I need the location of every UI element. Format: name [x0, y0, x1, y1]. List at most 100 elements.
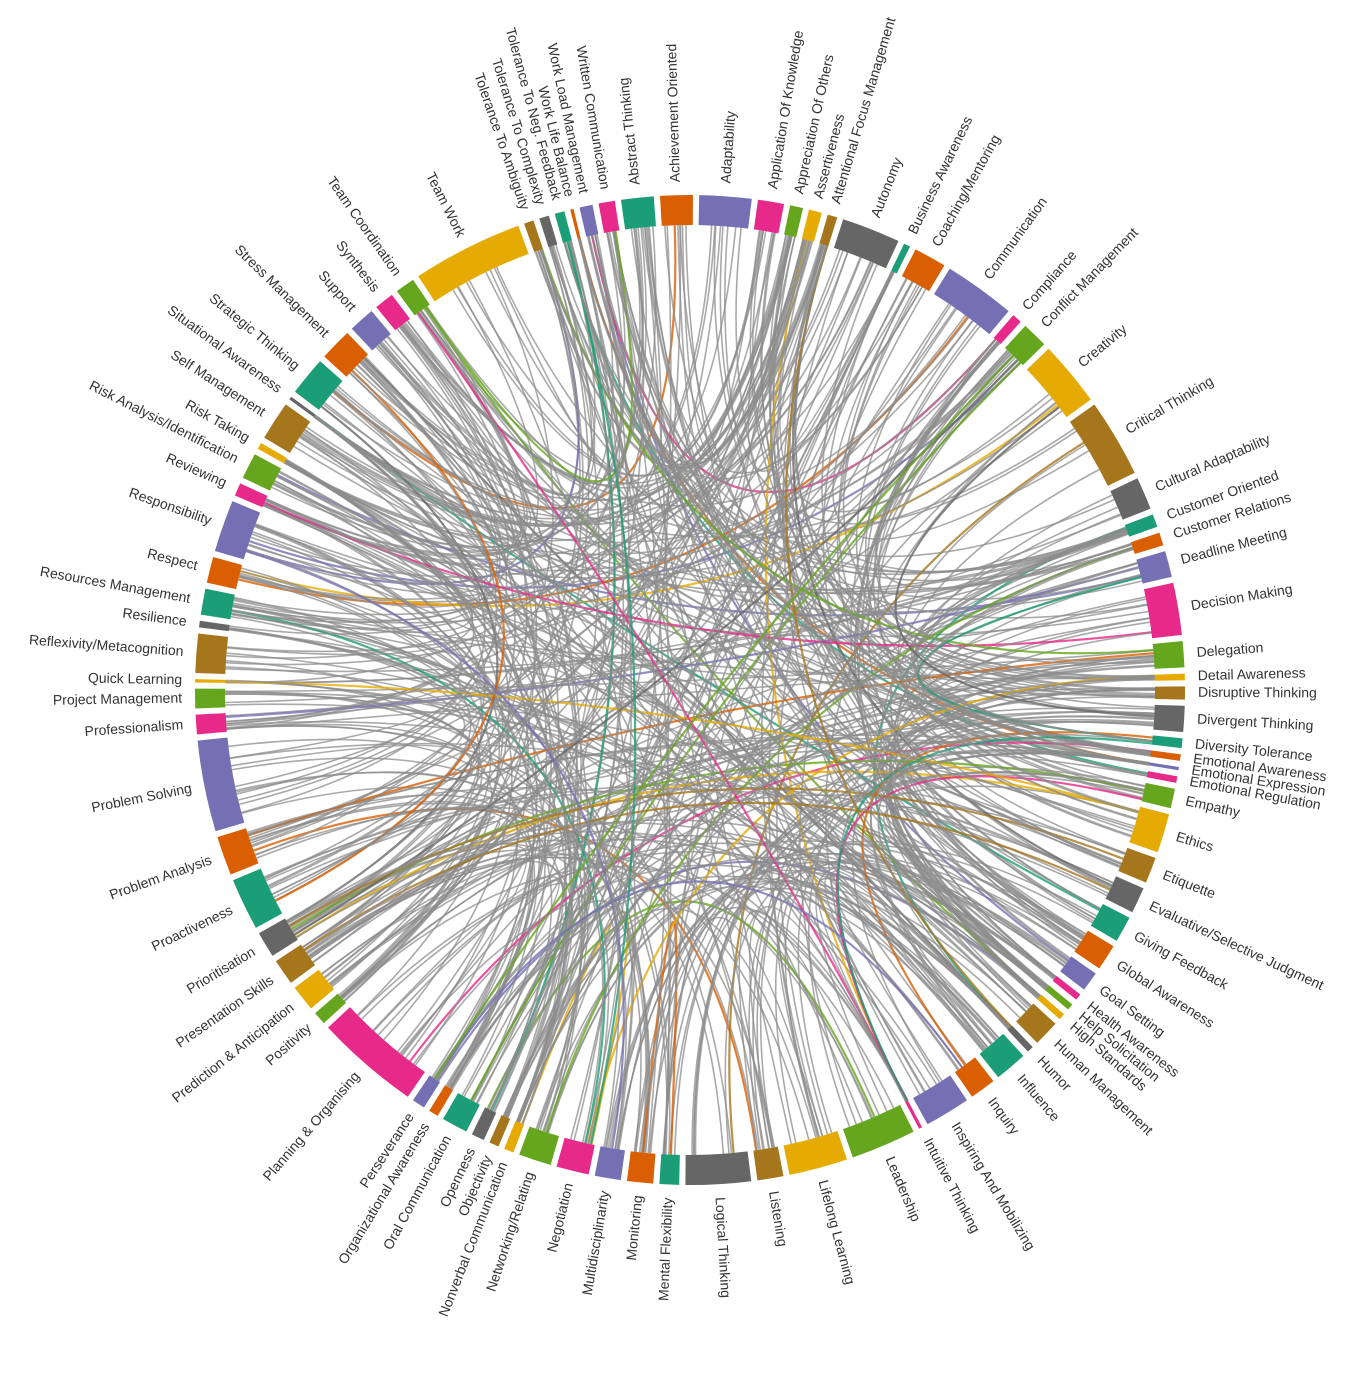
arc-nonverbal-communication — [504, 1121, 525, 1153]
arc-prioritisation — [258, 918, 298, 956]
ribbon-emotional-expression-to-perseverance — [432, 750, 1150, 1079]
label-adaptability: Adaptability — [717, 110, 738, 183]
ribbon-networking-relating-to-resources-management — [230, 615, 583, 1133]
arc-written-communication — [598, 200, 620, 234]
label-support: Support — [315, 267, 360, 314]
ribbon-presentation-skills-to-prediction-anticipation — [306, 828, 506, 987]
ribbon-appreciation-of-others-to-proactiveness — [273, 236, 793, 899]
ribbon-detail-awareness-to-application-of-knowledge — [760, 232, 1155, 677]
ribbon-mental-flexibility-to-appreciation-of-others — [662, 236, 796, 1155]
ribbon-emotional-awareness-to-etiquette — [911, 735, 1151, 869]
arc-inspiring-and-mobilizing — [913, 1075, 967, 1125]
arc-etiquette — [1118, 847, 1156, 883]
arc-leadership — [842, 1104, 914, 1158]
ribbon-help-solicitation-to-professionalism — [226, 721, 1047, 990]
ribbon-presentation-skills-to-prioritisation — [296, 815, 496, 948]
arc-critical-thinking — [1069, 404, 1135, 486]
ribbon-self-management-to-perseverance — [299, 435, 538, 1081]
ribbon-listening-to-goal-setting — [748, 861, 1065, 1150]
arc-emotional-regulation — [1146, 771, 1178, 783]
label-disruptive-thinking: Disruptive Thinking — [1198, 684, 1317, 701]
ribbon-attentional-focus-management-to-humor — [785, 245, 1012, 1028]
ribbon-networking-relating-to-support — [379, 342, 590, 1131]
ribbon-reflexivity-metacognition-to-communication — [226, 320, 974, 653]
ribbon-problem-solving-to-resources-management — [229, 612, 462, 759]
ribbon-presentation-skills-to-listening — [306, 856, 776, 1148]
label-inquiry: Inquiry — [985, 1094, 1023, 1137]
ribbon-tolerance-to-ambiguity-to-prioritisation — [286, 250, 581, 923]
label-detail-awareness: Detail Awareness — [1198, 664, 1306, 683]
ribbon-autonomy-to-perseverance — [435, 257, 862, 1081]
ribbon-giving-feedback-to-multidisciplinarity — [616, 840, 1097, 1150]
ribbon-organizational-awareness-to-influence — [449, 875, 997, 1089]
label-resilience: Resilience — [122, 604, 188, 628]
arc-problem-solving — [197, 737, 245, 832]
arc-creativity — [1026, 348, 1091, 418]
label-quick-learning: Quick Learning — [88, 670, 182, 688]
label-etiquette: Etiquette — [1161, 866, 1218, 901]
ribbon-emotional-awareness-to-application-of-knowledge — [761, 232, 1151, 756]
ribbon-deadline-meeting-to-oral-communication — [475, 562, 1138, 1104]
ribbon-support-to-emotional-awareness — [379, 342, 1151, 755]
arc-problem-analysis — [217, 828, 259, 875]
ribbon-work-life-balance-to-mental-flexibility — [577, 238, 671, 1155]
ribbon-monitoring-to-respect — [241, 567, 649, 1153]
ribbon-self-management-to-attentional-focus-management — [302, 243, 822, 528]
label-proactiveness: Proactiveness — [149, 902, 235, 954]
arc-giving-feedback — [1090, 903, 1130, 941]
ribbon-disruptive-thinking-to-application-of-knowledge — [749, 230, 1155, 695]
ribbon-quick-learning-to-planning-organising — [225, 679, 519, 1066]
arc-high-standards — [1037, 994, 1065, 1020]
label-reflexivity-metacognition: Reflexivity/Metacognition — [28, 631, 184, 658]
arc-positivity — [315, 993, 347, 1024]
ribbon-detail-awareness-to-negotiation — [586, 674, 1155, 1144]
ribbon-risk-taking-to-professionalism — [226, 461, 475, 723]
ribbon-listening-to-emotional-expression — [756, 752, 1150, 1149]
arc-customer-oriented — [1124, 514, 1158, 537]
ribbon-human-management-to-planning-organising — [357, 850, 1027, 1017]
label-evaluative-selective-judgment: Evaluative/Selective Judgment — [1147, 897, 1326, 993]
ribbon-critical-thinking-to-global-awareness — [889, 468, 1100, 939]
arc-assertiveness — [801, 209, 822, 242]
ribbon-project-management-to-presentation-skills — [225, 693, 483, 964]
ribbon-team-coordination-to-global-awareness — [417, 311, 1086, 937]
ribbon-communication-to-monitoring — [649, 308, 958, 1154]
arc-self-management — [264, 404, 311, 453]
ribbon-resources-management-to-negotiation — [231, 609, 606, 1144]
ribbon-ethics-to-coaching-mentoring — [837, 281, 1140, 813]
ribbon-proactiveness-to-emotional-regulation — [269, 749, 1148, 890]
ribbon-ethics-to-autonomy — [821, 263, 1139, 814]
ribbon-strategic-thinking-to-help-solicitation — [323, 401, 1049, 988]
arc-empathy — [1141, 782, 1176, 809]
ribbon-situational-awareness-to-disruptive-thinking — [314, 415, 1155, 698]
arc-delegation — [1152, 641, 1185, 669]
ribbon-tolerance-to-neg-feedback-to-negotiation — [566, 241, 637, 1145]
arc-project-management — [195, 688, 226, 709]
arc-proactiveness — [233, 868, 283, 928]
ribbon-openness-to-achievement-oriented — [493, 225, 682, 1113]
ribbon-humor-to-planning-organising — [399, 864, 1011, 1055]
ribbon-coaching-mentoring-to-delegation — [842, 285, 1155, 665]
arc-risk-taking — [257, 443, 288, 464]
ribbon-business-awareness-to-situational-awareness — [313, 270, 893, 526]
ribbon-situational-awareness-to-objectivity — [313, 415, 567, 1117]
ribbon-logical-thinking-to-goal-setting — [724, 860, 1069, 1154]
ribbon-giving-feedback-to-work-load-management — [594, 234, 1096, 920]
ribbon-positivity-to-adaptability — [340, 225, 722, 999]
label-creativity: Creativity — [1075, 321, 1130, 371]
ribbon-professionalism-to-monitoring — [226, 724, 651, 1153]
label-resources-management: Resources Management — [39, 563, 192, 606]
ribbon-project-management-to-negotiation — [225, 690, 604, 1143]
label-delegation: Delegation — [1196, 639, 1264, 660]
ribbon-assertiveness-to-intuitive-thinking — [764, 239, 909, 1102]
ribbon-strategic-thinking-to-synthesis — [333, 324, 532, 527]
ribbon-disruptive-thinking-to-team-coordination — [426, 306, 1155, 699]
ribbon-help-solicitation-to-goal-setting — [871, 832, 1065, 990]
ribbon-application-of-knowledge-to-achievement-oriented — [677, 225, 762, 460]
ribbon-customer-oriented-to-self-management — [296, 440, 1128, 595]
arc-communication — [933, 268, 1009, 335]
arc-conflict-management — [1005, 325, 1045, 366]
label-mental-flexibility: Mental Flexibility — [655, 1197, 675, 1301]
arc-synthesis — [376, 294, 410, 331]
arc-stress-management — [324, 332, 369, 377]
